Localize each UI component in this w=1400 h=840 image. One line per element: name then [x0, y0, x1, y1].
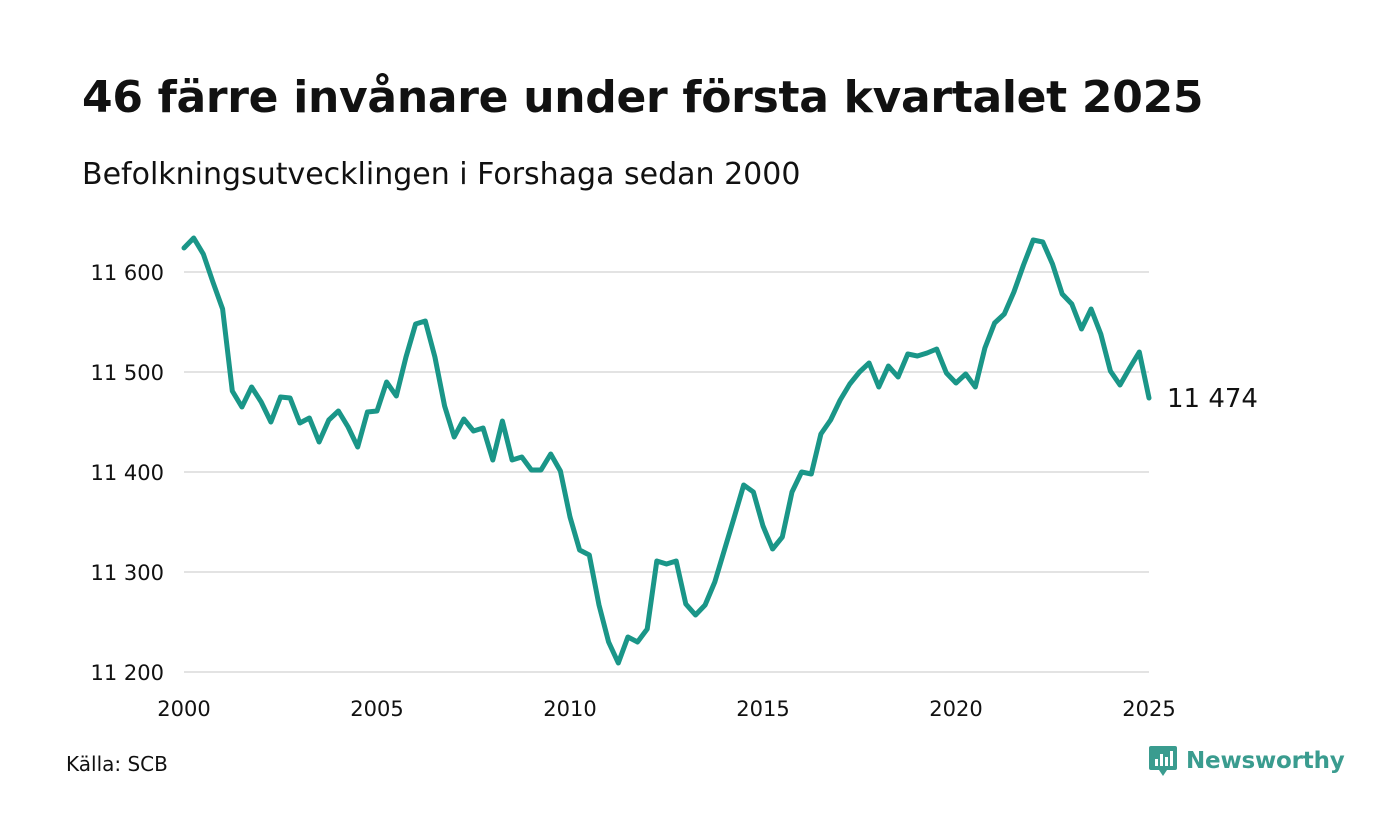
- chart-title: 46 färre invånare under första kvartalet…: [82, 72, 1204, 123]
- x-tick-label: 2005: [350, 697, 403, 721]
- source-note: Källa: SCB: [66, 752, 168, 776]
- newsworthy-logo-icon: [1149, 746, 1177, 776]
- y-tick-label: 11 400: [91, 461, 164, 485]
- x-tick-label: 2010: [543, 697, 596, 721]
- chart-subtitle: Befolkningsutvecklingen i Forshaga sedan…: [82, 157, 801, 192]
- x-tick-label: 2015: [736, 697, 789, 721]
- x-tick-label: 2020: [929, 697, 982, 721]
- y-tick-label: 11 200: [91, 661, 164, 685]
- gridlines: [184, 271, 1149, 673]
- series-line: [181, 235, 1152, 666]
- x-tick-label: 2000: [157, 697, 210, 721]
- y-tick-label: 11 300: [91, 561, 164, 585]
- brand-logo[interactable]: Newsworthy: [1148, 744, 1345, 778]
- x-axis-ticks: 2000 2005 2010 2015 2020 2025: [157, 697, 1175, 721]
- brand-name: Newsworthy: [1186, 748, 1345, 774]
- y-axis-ticks: 11 200 11 300 11 400 11 500 11 600: [91, 261, 164, 685]
- y-tick-label: 11 600: [91, 261, 164, 285]
- x-tick-label: 2025: [1122, 697, 1175, 721]
- y-tick-label: 11 500: [91, 361, 164, 385]
- series-layer: [181, 235, 1152, 666]
- end-value-label: 11 474: [1167, 384, 1258, 414]
